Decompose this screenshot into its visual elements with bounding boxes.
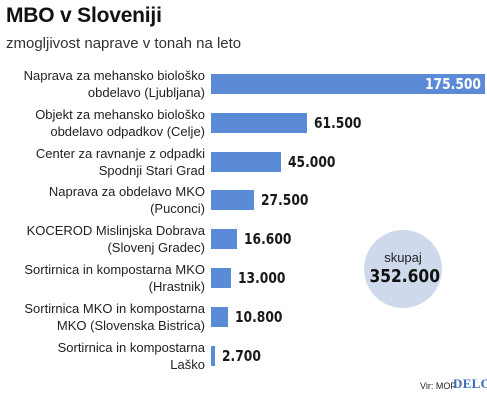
chart-subtitle: zmogljivost naprave v tonah na leto	[6, 35, 242, 52]
value-label: 10.800	[234, 307, 283, 326]
category-label-line: obdelavo odpadkov (Celje)	[50, 123, 205, 139]
value-label: 13.000	[238, 269, 286, 287]
category-label: Objekt za mehansko biološko obdelavo odpa…	[0, 106, 205, 140]
category-label-line: Objekt za mehansko biološko	[35, 106, 205, 122]
bar	[211, 74, 485, 94]
category-label-line: (Hrastnik)	[148, 279, 205, 294]
value-label: 2.700	[222, 346, 262, 365]
bar	[211, 190, 254, 211]
category-label-line: Spodnji Stari Grad	[98, 162, 205, 178]
category-label-line: Laško	[170, 356, 205, 372]
bar	[211, 306, 228, 327]
category-label-line: Center za ravnanje z odpadki	[35, 145, 205, 161]
bar	[211, 268, 232, 288]
total-label: skupaj	[384, 250, 422, 265]
bar	[211, 345, 216, 366]
category-label: Sortirnica in kompostarna MKO (Hrastnik)	[0, 261, 205, 295]
category-label-line: (Puconci)	[150, 201, 205, 217]
value-label: 27.500	[260, 191, 309, 210]
bar	[211, 151, 282, 172]
category-label: Naprava za mehansko biološko obdelavo (Lj…	[0, 67, 205, 101]
source-note: Vir: MOP	[420, 381, 457, 391]
category-label-line: KOCEROD Mislinjska Dobrava	[26, 223, 205, 239]
value-label: 175.500	[424, 75, 481, 93]
value-label: 61.500	[314, 113, 362, 132]
category-label: KOCEROD Mislinjska Dobrava (Slovenj Grade…	[0, 222, 205, 256]
category-label: Center za ravnanje z odpadki Spodnji Star…	[0, 145, 205, 179]
chart-title: MBO v Sloveniji	[6, 4, 162, 27]
category-label-line: (Slovenj Gradec)	[107, 240, 205, 256]
category-label-line: MKO (Slovenska Bistrica)	[56, 317, 205, 333]
category-label-line: Sortirnica in kompostarna MKO	[24, 262, 205, 277]
brand-logo: DELO	[453, 376, 487, 391]
category-label: Sortirnica MKO in kompostarna MKO (Sloven…	[0, 300, 205, 334]
bar	[211, 229, 237, 250]
category-label-line: Naprava za obdelavo MKO	[48, 184, 205, 200]
category-label-line: obdelavo (Ljubljana)	[87, 85, 205, 100]
category-label-line: Sortirnica in kompostarna	[57, 339, 205, 355]
bar	[211, 112, 308, 133]
category-label: Naprava za obdelavo MKO (Puconci)	[0, 183, 205, 217]
value-label: 16.600	[243, 230, 292, 249]
total-value: 352.600	[369, 266, 440, 287]
category-label-line: Naprava za mehansko biološko	[23, 68, 205, 83]
value-label: 45.000	[288, 152, 336, 171]
category-label: Sortirnica in kompostarna Laško	[0, 339, 205, 373]
total-circle: skupaj 352.600	[364, 230, 442, 308]
category-label-line: Sortirnica MKO in kompostarna	[24, 300, 205, 316]
